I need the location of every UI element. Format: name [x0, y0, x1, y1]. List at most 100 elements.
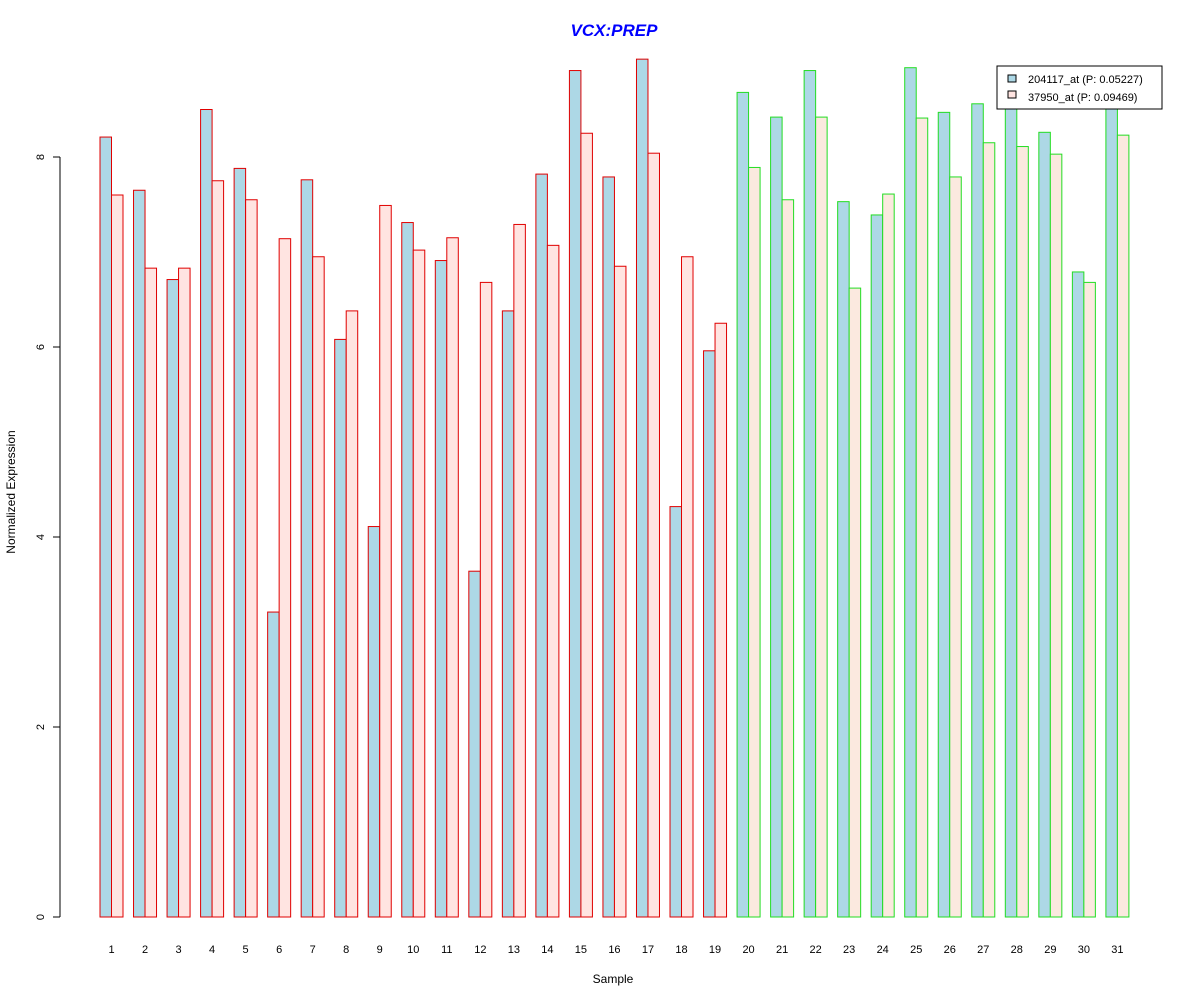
y-tick-label: 0: [35, 914, 47, 920]
bar-204117-at-sample-27: [971, 103, 984, 918]
x-tick-label: 4: [209, 944, 215, 956]
bar-37950-at-sample-23: [848, 287, 862, 918]
bar-204117-at-sample-22: [803, 70, 817, 918]
x-tick-label: 3: [175, 944, 181, 956]
legend-swatch-1: [1007, 74, 1017, 83]
x-tick-label: 30: [1078, 944, 1090, 956]
bar-37950-at-sample-10: [412, 249, 426, 918]
x-tick-label: 1: [108, 944, 114, 956]
x-tick-label: 21: [776, 944, 788, 956]
bar-204117-at-sample-3: [166, 279, 180, 918]
bar-37950-at-sample-30: [1083, 281, 1096, 918]
x-tick-label: 29: [1044, 944, 1056, 956]
bar-37950-at-sample-15: [580, 132, 593, 918]
x-tick-label: 31: [1111, 944, 1123, 956]
bar-204117-at-sample-18: [669, 506, 683, 918]
bar-204117-at-sample-26: [937, 111, 951, 918]
bar-37950-at-sample-4: [211, 180, 225, 918]
bar-37950-at-sample-14: [546, 244, 560, 918]
bar-37950-at-sample-28: [1016, 146, 1029, 918]
bar-204117-at-sample-23: [837, 201, 850, 918]
bar-37950-at-sample-5: [245, 199, 258, 918]
bar-37950-at-sample-16: [613, 265, 627, 918]
x-tick-label: 16: [608, 944, 620, 956]
bar-204117-at-sample-1: [99, 136, 112, 918]
bar-204117-at-sample-30: [1071, 271, 1085, 918]
bar-204117-at-sample-15: [568, 70, 582, 918]
x-tick-label: 15: [575, 944, 587, 956]
bar-37950-at-sample-8: [345, 310, 359, 918]
bar-204117-at-sample-25: [904, 67, 917, 918]
legend-swatch-2: [1007, 90, 1017, 99]
x-tick-label: 24: [877, 944, 889, 956]
bar-204117-at-sample-8: [334, 338, 347, 918]
bars: [99, 58, 1130, 918]
bar-204117-at-sample-24: [870, 214, 884, 918]
bar-37950-at-sample-2: [144, 267, 158, 918]
x-tick-label: 7: [310, 944, 316, 956]
bar-204117-at-sample-7: [300, 179, 314, 918]
bar-37950-at-sample-12: [479, 281, 493, 918]
bar-204117-at-sample-9: [367, 526, 381, 918]
bar-37950-at-sample-1: [111, 194, 124, 918]
bar-37950-at-sample-18: [681, 256, 694, 918]
bar-204117-at-sample-28: [1004, 97, 1018, 918]
bar-37950-at-sample-3: [178, 267, 191, 918]
x-tick-label: 10: [407, 944, 419, 956]
bar-37950-at-sample-9: [379, 204, 392, 918]
bar-204117-at-sample-20: [736, 91, 750, 918]
bar-204117-at-sample-14: [535, 173, 548, 918]
bar-37950-at-sample-7: [312, 256, 325, 918]
legend-label-2: 37950_at (P: 0.09469): [1028, 92, 1137, 104]
x-tick-label: 22: [810, 944, 822, 956]
bar-204117-at-sample-5: [233, 167, 247, 918]
bar-37950-at-sample-26: [949, 176, 962, 918]
x-tick-label: 19: [709, 944, 721, 956]
y-axis: 0 2 4 6 8: [35, 154, 61, 920]
x-tick-label: 20: [742, 944, 754, 956]
bar-204117-at-sample-2: [133, 189, 146, 918]
bar-204117-at-sample-4: [200, 109, 213, 918]
bar-37950-at-sample-22: [815, 116, 828, 918]
legend: 204117_at (P: 0.05227) 37950_at (P: 0.09…: [996, 65, 1163, 110]
bar-204117-at-sample-10: [401, 222, 414, 918]
x-tick-label: 17: [642, 944, 654, 956]
bar-37950-at-sample-11: [446, 237, 459, 918]
x-tick-label: 9: [377, 944, 383, 956]
bar-204117-at-sample-21: [770, 116, 783, 918]
x-tick-label: 26: [944, 944, 956, 956]
x-tick-label: 8: [343, 944, 349, 956]
bar-204117-at-sample-13: [501, 310, 515, 918]
bar-37950-at-sample-6: [278, 238, 292, 918]
x-tick-label: 12: [474, 944, 486, 956]
bar-204117-at-sample-19: [703, 350, 716, 918]
legend-label-1: 204117_at (P: 0.05227): [1028, 74, 1143, 86]
bar-37950-at-sample-21: [781, 199, 795, 918]
x-tick-label: 27: [977, 944, 989, 956]
x-tick-label: 25: [910, 944, 922, 956]
bar-37950-at-sample-29: [1049, 153, 1063, 918]
bar-204117-at-sample-11: [434, 260, 448, 918]
x-tick-label: 18: [675, 944, 687, 956]
x-tick-label: 28: [1011, 944, 1023, 956]
bar-204117-at-sample-12: [468, 570, 481, 918]
x-tick-label: 13: [508, 944, 520, 956]
x-tick-label: 2: [142, 944, 148, 956]
bar-37950-at-sample-24: [882, 193, 895, 918]
bar-37950-at-sample-17: [647, 152, 660, 918]
bar-37950-at-sample-13: [513, 223, 526, 918]
x-tick-label: 11: [441, 944, 452, 956]
x-tick-label: 23: [843, 944, 855, 956]
bar-204117-at-sample-31: [1105, 104, 1118, 918]
bar-204117-at-sample-29: [1038, 131, 1051, 918]
bar-204117-at-sample-6: [267, 611, 280, 918]
bar-37950-at-sample-31: [1116, 134, 1130, 918]
y-tick-label: 4: [35, 534, 47, 540]
x-tick-labels: 1 2 3 4 5 6 7 8 9 10 11 12 13 14 15 16 17 18 19 20 21 22 23 24 2…: [108, 944, 1123, 956]
bar-204117-at-sample-16: [602, 176, 615, 918]
bar-37950-at-sample-27: [982, 142, 996, 918]
x-tick-label: 14: [541, 944, 553, 956]
y-tick-label: 2: [35, 724, 47, 730]
y-tick-label: 8: [35, 154, 47, 160]
